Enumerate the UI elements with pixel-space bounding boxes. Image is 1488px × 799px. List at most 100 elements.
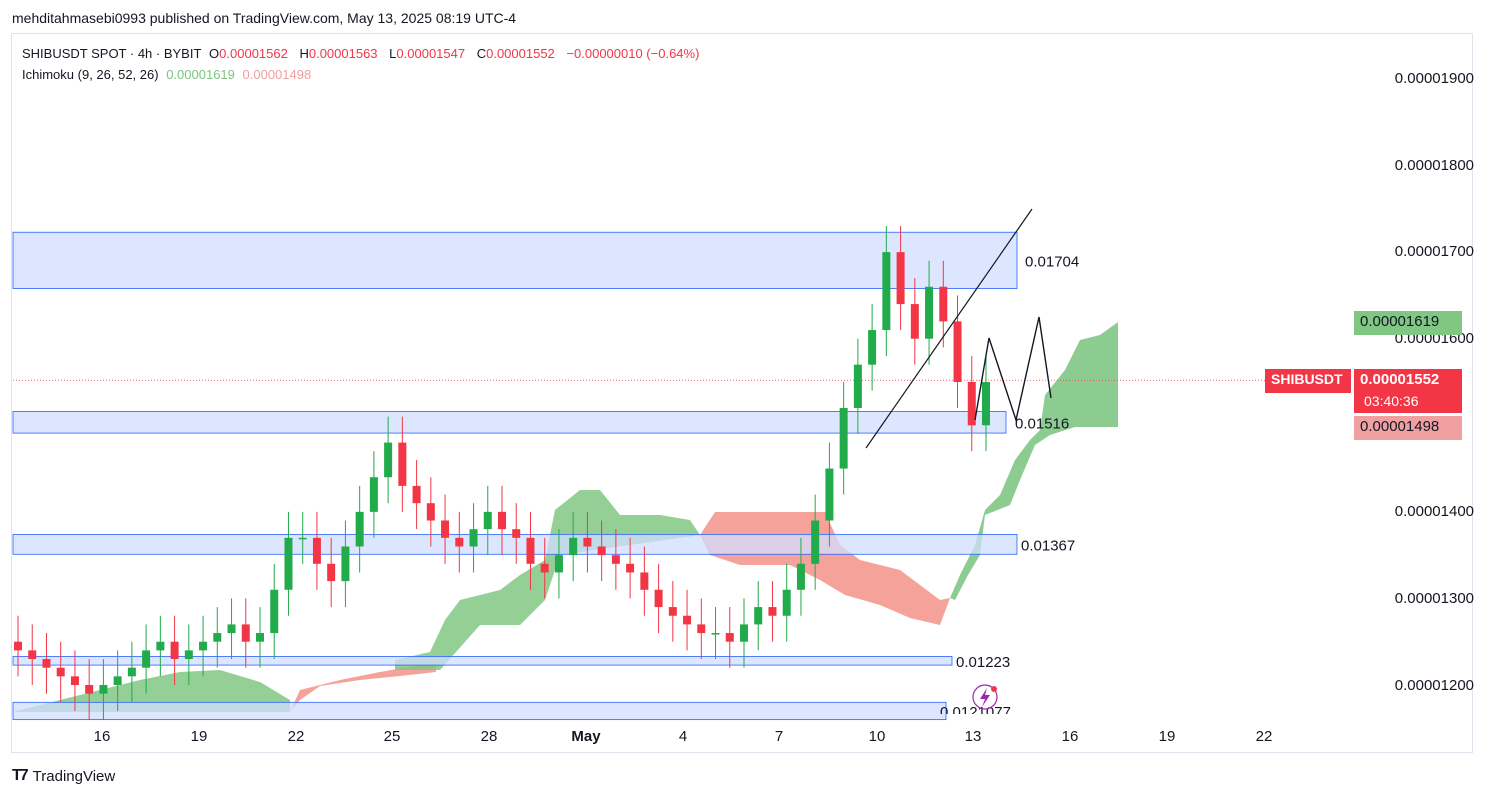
time-axis-label: 22 (1256, 728, 1273, 745)
candle-body (56, 667, 65, 677)
candle-body (14, 641, 22, 651)
low-value: 0.00001547 (396, 46, 466, 61)
ichimoku-span-a-value: 0.00001619 (166, 67, 235, 82)
candle-body (498, 511, 506, 530)
time-axis-label: 19 (1159, 728, 1176, 745)
candle-body (697, 624, 706, 634)
candle-body (426, 503, 435, 521)
symbol-tag[interactable]: SHIBUSDT (1265, 369, 1351, 393)
candle-body (782, 589, 791, 616)
alert-dot-icon (991, 686, 997, 692)
zone-label: 0.0121077 (940, 704, 1011, 721)
candle-body (512, 529, 521, 538)
candle-body (412, 485, 421, 504)
candle-body (298, 537, 307, 540)
time-axis-label: 10 (869, 728, 886, 745)
candle-body (939, 286, 948, 322)
candle-body (853, 364, 862, 408)
countdown-tag: 03:40:36 (1354, 391, 1462, 413)
ichimoku-span-b-value: 0.00001498 (242, 67, 312, 82)
time-axis-label: 25 (384, 728, 401, 745)
trendline-drawing (865, 208, 1033, 449)
change-value: −0.00000010 (−0.64%) (566, 46, 700, 61)
candle-body (953, 321, 962, 382)
candle-body (626, 563, 635, 573)
time-axis-label: 22 (288, 728, 305, 745)
ichimoku-legend[interactable]: Ichimoku (9, 26, 52, 26) 0.00001619 0.00… (22, 67, 315, 82)
candle-body (28, 650, 37, 660)
ichimoku-cloud-bear (700, 512, 950, 625)
candle-body (825, 468, 834, 521)
candle-body (654, 589, 663, 608)
projection-path-drawing (974, 316, 1052, 423)
candle-body (113, 676, 122, 685)
open-label: O (209, 46, 220, 61)
candle-body (711, 633, 720, 635)
candle-body (640, 572, 649, 590)
candle-body (725, 633, 734, 642)
candle-body (213, 633, 222, 642)
candle-body (227, 624, 236, 634)
candle-body (483, 511, 492, 530)
zone-label: 0.01367 (1021, 537, 1075, 554)
ohlc-legend: SHIBUSDT SPOT · 4h · BYBIT O0.00001562 H… (22, 46, 707, 61)
support-resistance-zone (12, 656, 953, 666)
time-axis-label: 13 (965, 728, 982, 745)
high-label: H (299, 46, 309, 61)
zone-label: 0.01704 (1025, 253, 1079, 270)
chart-frame[interactable] (11, 33, 1473, 753)
close-value: 0.00001552 (486, 46, 555, 61)
candle-body (85, 685, 94, 694)
price-axis-label: 0.00001800 (1394, 157, 1474, 174)
ichimoku-cloud-bull (395, 490, 700, 670)
candle-body (455, 537, 464, 547)
time-axis-label: 4 (679, 728, 687, 745)
price-axis-label: 0.00001300 (1394, 590, 1474, 607)
ichimoku-cloud-bull (950, 322, 1118, 600)
candle-body (312, 537, 321, 564)
candle-body (270, 589, 279, 634)
price-axis-label: 0.00001200 (1394, 677, 1474, 694)
candle-body (967, 382, 976, 426)
candle-body (611, 555, 620, 564)
publisher-line: mehditahmasebi0993 published on TradingV… (12, 10, 517, 26)
candle-body (796, 563, 805, 590)
candle-body (441, 520, 450, 538)
span-b-tag: 0.00001498 (1354, 416, 1462, 440)
support-resistance-zone (12, 411, 1007, 434)
tradingview-logo[interactable]: T7 TradingView (12, 767, 115, 785)
support-resistance-zone (12, 701, 947, 721)
candle-body (910, 304, 919, 339)
candle-body (540, 563, 549, 573)
span-a-tag: 0.00001619 (1354, 311, 1462, 335)
candle-body (256, 633, 264, 642)
candle-body (398, 442, 407, 486)
candle-body (42, 659, 51, 668)
candle-body (526, 537, 535, 564)
candle-body (982, 382, 990, 426)
high-value: 0.00001563 (308, 46, 378, 61)
candle-body (882, 252, 891, 331)
candle-body (839, 407, 848, 469)
symbol-label[interactable]: SHIBUSDT SPOT · 4h · BYBIT (22, 46, 202, 61)
ichimoku-cloud-bear (290, 660, 436, 712)
candle-body (569, 537, 578, 556)
candle-body (384, 442, 393, 478)
candle-body (369, 477, 378, 512)
price-axis-label: 0.00001700 (1394, 243, 1474, 260)
candle-body (127, 667, 136, 677)
time-axis-label: 7 (775, 728, 783, 745)
candle-body (327, 563, 336, 582)
ichimoku-label[interactable]: Ichimoku (9, 26, 52, 26) (22, 67, 159, 82)
candle-body (668, 607, 677, 616)
brand-name: TradingView (32, 767, 116, 785)
candle-body (241, 624, 250, 642)
zone-label: 0.01223 (956, 654, 1010, 671)
support-resistance-zone (12, 231, 1018, 289)
close-label: C (476, 46, 487, 61)
candle-body (142, 650, 151, 668)
candle-body (170, 641, 179, 660)
ichimoku-cloud-bull (13, 670, 290, 712)
time-axis-label: 28 (481, 728, 498, 745)
